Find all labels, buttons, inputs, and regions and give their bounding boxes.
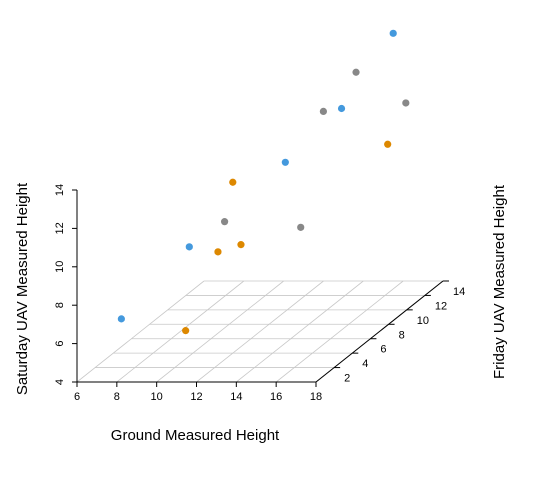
- data-point-14: [402, 99, 410, 107]
- x-tick-label-2: 10: [151, 391, 163, 403]
- y-tick-label-0: 2: [344, 373, 350, 385]
- data-point-7: [237, 241, 245, 249]
- y-axis-line: [315, 280, 444, 383]
- data-point-0: [117, 315, 125, 323]
- z-tick-label-1: 6: [54, 341, 66, 347]
- data-point-2: [281, 158, 289, 166]
- z-tick-label-0: 4: [54, 379, 66, 385]
- data-point-13: [352, 68, 360, 76]
- y-tick-label-2: 6: [380, 344, 386, 356]
- data-point-12: [319, 107, 327, 115]
- z-tick-label-4: 12: [54, 222, 66, 234]
- grid-line-x-5: [275, 280, 404, 383]
- data-points: [117, 29, 410, 335]
- y-tick-label-5: 12: [435, 300, 447, 312]
- z-tick-label-5: 14: [54, 184, 66, 196]
- x-axis-title: Ground Measured Height: [111, 427, 280, 444]
- z-tick-label-3: 10: [54, 261, 66, 273]
- grid-line-x-0: [76, 280, 205, 383]
- data-point-3: [337, 104, 346, 113]
- grid-line-x-3: [196, 280, 324, 383]
- x-tick-label-1: 8: [114, 391, 120, 403]
- grid-line-x-4: [236, 280, 364, 383]
- x-tick-label-3: 12: [190, 391, 202, 403]
- data-point-8: [229, 178, 237, 186]
- data-point-6: [214, 248, 222, 256]
- grid-line-x-1: [116, 280, 245, 383]
- z-axis-title: Saturday UAV Measured Height: [14, 182, 31, 395]
- axes: [72, 189, 449, 387]
- x-tick-label-4: 14: [230, 391, 242, 403]
- z-tick-label-2: 8: [54, 302, 66, 308]
- y-tick-label-1: 4: [362, 358, 368, 370]
- data-point-10: [221, 218, 229, 226]
- data-point-5: [182, 327, 190, 335]
- grid-line-x-2: [156, 280, 284, 383]
- y-axis-title: Friday UAV Measured Height: [491, 184, 508, 379]
- x-tick-label-6: 18: [310, 391, 322, 403]
- data-point-4: [389, 29, 397, 37]
- y-tick-label-3: 8: [399, 329, 405, 341]
- data-point-11: [297, 223, 305, 231]
- x-tick-label-0: 6: [74, 391, 80, 403]
- y-tick-label-6: 14: [453, 286, 465, 298]
- data-point-9: [384, 140, 392, 148]
- y-tick-label-4: 10: [417, 315, 429, 327]
- floor-grid: [76, 280, 444, 383]
- x-tick-label-5: 16: [270, 391, 282, 403]
- data-point-1: [185, 243, 193, 251]
